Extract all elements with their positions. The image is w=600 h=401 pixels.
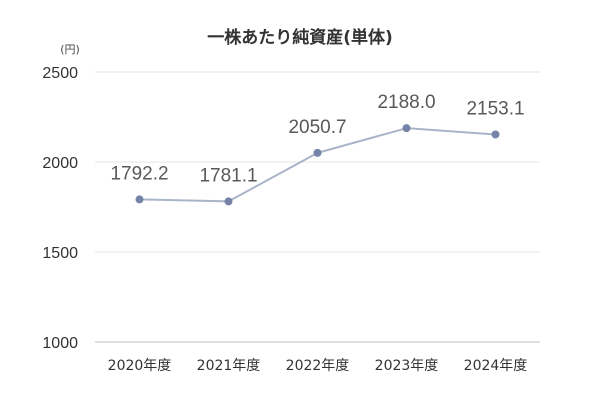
x-tick-label: 2023年度 xyxy=(375,358,439,374)
data-points xyxy=(135,124,500,206)
y-tick-label: 2000 xyxy=(42,155,78,172)
gridlines xyxy=(95,71,540,343)
data-point xyxy=(224,197,233,206)
data-label: 2050.7 xyxy=(288,117,346,138)
data-label: 1792.2 xyxy=(110,163,168,184)
series-line-path xyxy=(139,127,496,203)
x-axis-ticks: 2020年度 2021年度 2022年度 2023年度 2024年度 xyxy=(108,358,528,374)
data-labels: 1792.2 1781.1 2050.7 2188.0 2153.1 xyxy=(110,92,524,186)
data-label: 1781.1 xyxy=(199,165,257,186)
y-tick-label: 1000 xyxy=(42,335,78,352)
data-label: 2188.0 xyxy=(377,92,435,113)
y-axis-ticks: 2500 2000 1500 1000 xyxy=(42,65,78,352)
chart-title: 一株あたり純資産(単体) xyxy=(207,27,393,48)
y-tick-label: 1500 xyxy=(42,245,78,262)
series-line xyxy=(139,127,496,203)
x-tick-label: 2020年度 xyxy=(108,358,172,374)
data-point xyxy=(491,130,500,139)
data-point xyxy=(313,148,322,157)
x-tick-label: 2024年度 xyxy=(464,358,528,374)
data-label: 2153.1 xyxy=(466,98,524,119)
x-tick-label: 2021年度 xyxy=(197,358,261,374)
y-tick-label: 2500 xyxy=(42,65,78,82)
data-point xyxy=(135,195,144,204)
y-axis-unit-label: (円) xyxy=(60,43,80,56)
x-tick-label: 2022年度 xyxy=(286,358,350,374)
data-point xyxy=(402,124,411,133)
